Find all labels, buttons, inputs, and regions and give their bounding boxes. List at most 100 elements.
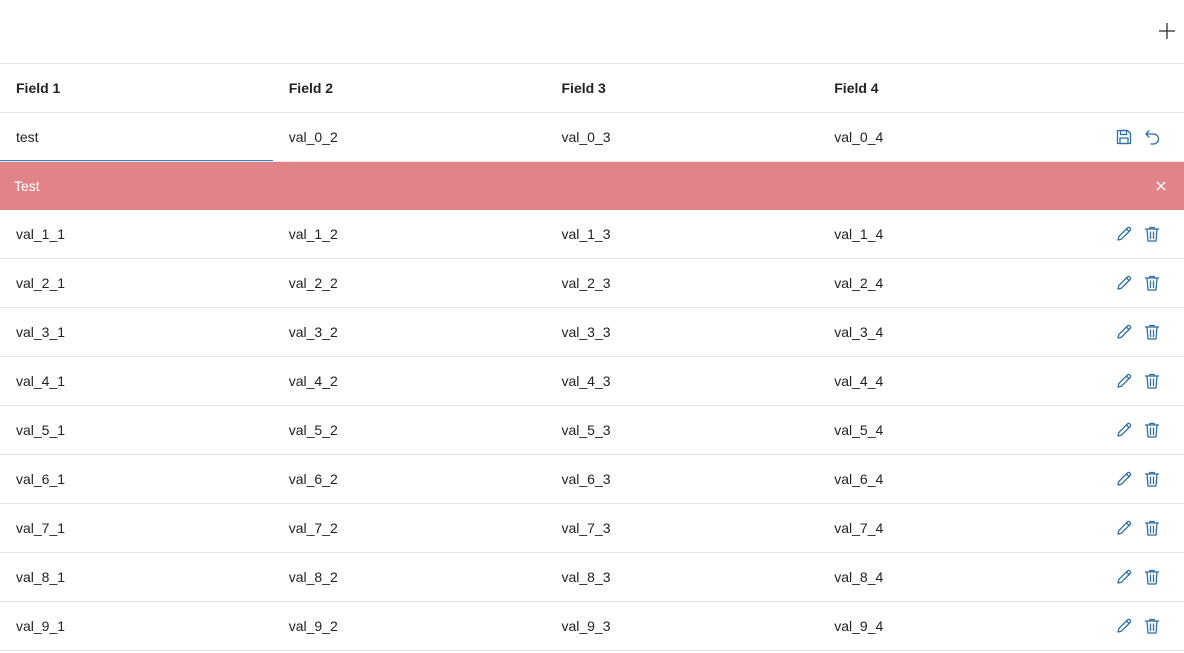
- table-cell: val_9_2: [288, 618, 338, 634]
- trash-icon: [1144, 422, 1160, 438]
- trash-icon: [1144, 324, 1160, 340]
- table-cell: val_2_3: [561, 275, 611, 291]
- pencil-icon: [1117, 324, 1132, 339]
- table-cell: val_1_2: [288, 226, 338, 242]
- column-header-field-2[interactable]: Field 2: [288, 80, 334, 96]
- edit-button[interactable]: [1114, 371, 1134, 391]
- table-cell: val_9_3: [561, 618, 611, 634]
- table-cell: val_7_3: [561, 520, 611, 536]
- edit-button[interactable]: [1114, 518, 1134, 538]
- edit-button[interactable]: [1114, 224, 1134, 244]
- save-icon: [1116, 129, 1132, 145]
- table-cell: val_3_1: [16, 324, 66, 340]
- delete-button[interactable]: [1142, 322, 1162, 342]
- table-cell: val_5_4: [834, 422, 884, 438]
- error-message: Test: [14, 178, 40, 194]
- row-actions: [1091, 616, 1184, 636]
- pencil-icon: [1117, 422, 1132, 437]
- input-focus-underline: [0, 160, 273, 161]
- trash-icon: [1144, 569, 1160, 585]
- table-cell: val_0_4: [834, 129, 884, 145]
- table-cell: val_1_3: [561, 226, 611, 242]
- table-cell: val_5_1: [16, 422, 66, 438]
- table-cell: val_5_3: [561, 422, 611, 438]
- edit-button[interactable]: [1114, 273, 1134, 293]
- edit-button[interactable]: [1114, 567, 1134, 587]
- table-cell: val_8_2: [288, 569, 338, 585]
- table-body: val_1_1 val_1_2 val_1_3 val_1_4 val_2_1 val_2…: [0, 210, 1184, 651]
- table-cell: val_3_2: [288, 324, 338, 340]
- table-cell: val_4_3: [561, 373, 611, 389]
- pencil-icon: [1117, 226, 1132, 241]
- row-actions: [1091, 322, 1184, 342]
- table-cell: val_2_1: [16, 275, 66, 291]
- pencil-icon: [1117, 275, 1132, 290]
- table-cell: val_2_4: [834, 275, 884, 291]
- table-cell: val_7_4: [834, 520, 884, 536]
- delete-button[interactable]: [1142, 469, 1162, 489]
- column-header-field-4[interactable]: Field 4: [834, 80, 879, 96]
- trash-icon: [1144, 226, 1160, 242]
- table-cell: val_8_4: [834, 569, 884, 585]
- plus-icon[interactable]: [1157, 21, 1177, 41]
- row-actions: [1091, 518, 1184, 538]
- table-toolbar: [0, 0, 1184, 64]
- table-cell: val_6_4: [834, 471, 884, 487]
- table-row: val_9_1 val_9_2 val_9_3 val_9_4: [0, 602, 1184, 651]
- table-row: val_1_1 val_1_2 val_1_3 val_1_4: [0, 210, 1184, 259]
- column-header-field-3[interactable]: Field 3: [561, 80, 606, 96]
- editing-row: val_0_2 val_0_3 val_0_4: [0, 113, 1184, 162]
- table-cell: val_4_2: [288, 373, 338, 389]
- row-actions: [1091, 273, 1184, 293]
- table-row: val_7_1 val_7_2 val_7_3 val_7_4: [0, 504, 1184, 553]
- delete-button[interactable]: [1142, 616, 1162, 636]
- table-cell: val_7_2: [288, 520, 338, 536]
- table-cell: val_8_3: [561, 569, 611, 585]
- row-actions: [1091, 127, 1184, 147]
- field-1-editor: [0, 113, 273, 161]
- row-actions: [1091, 567, 1184, 587]
- delete-button[interactable]: [1142, 567, 1162, 587]
- table-cell: val_7_1: [16, 520, 66, 536]
- trash-icon: [1144, 471, 1160, 487]
- row-actions: [1091, 371, 1184, 391]
- trash-icon: [1144, 520, 1160, 536]
- table-cell: val_6_1: [16, 471, 66, 487]
- table-row: val_5_1 val_5_2 val_5_3 val_5_4: [0, 406, 1184, 455]
- delete-button[interactable]: [1142, 518, 1162, 538]
- delete-button[interactable]: [1142, 224, 1162, 244]
- table-cell: val_6_3: [561, 471, 611, 487]
- close-icon[interactable]: [1155, 180, 1167, 192]
- table-cell: val_1_4: [834, 226, 884, 242]
- column-header-field-1[interactable]: Field 1: [16, 80, 61, 96]
- delete-button[interactable]: [1142, 371, 1162, 391]
- edit-button[interactable]: [1114, 469, 1134, 489]
- edit-button[interactable]: [1114, 420, 1134, 440]
- trash-icon: [1144, 618, 1160, 634]
- pencil-icon: [1117, 471, 1132, 486]
- trash-icon: [1144, 275, 1160, 291]
- table-cell: val_0_3: [561, 129, 611, 145]
- table-cell: val_3_3: [561, 324, 611, 340]
- error-banner: Test: [0, 162, 1184, 210]
- trash-icon: [1144, 373, 1160, 389]
- pencil-icon: [1117, 520, 1132, 535]
- table-cell: val_0_2: [288, 129, 338, 145]
- edit-button[interactable]: [1114, 616, 1134, 636]
- table-cell: val_3_4: [834, 324, 884, 340]
- cancel-button[interactable]: [1142, 127, 1162, 147]
- edit-button[interactable]: [1114, 322, 1134, 342]
- pencil-icon: [1117, 618, 1132, 633]
- table-row: val_8_1 val_8_2 val_8_3 val_8_4: [0, 553, 1184, 602]
- save-button[interactable]: [1114, 127, 1134, 147]
- delete-button[interactable]: [1142, 420, 1162, 440]
- table-row: val_4_1 val_4_2 val_4_3 val_4_4: [0, 357, 1184, 406]
- table-cell: val_2_2: [288, 275, 338, 291]
- table-cell: val_5_2: [288, 422, 338, 438]
- undo-icon: [1145, 130, 1160, 145]
- table-cell: val_6_2: [288, 471, 338, 487]
- pencil-icon: [1117, 569, 1132, 584]
- table-cell: val_4_4: [834, 373, 884, 389]
- field-1-input[interactable]: [16, 129, 273, 145]
- delete-button[interactable]: [1142, 273, 1162, 293]
